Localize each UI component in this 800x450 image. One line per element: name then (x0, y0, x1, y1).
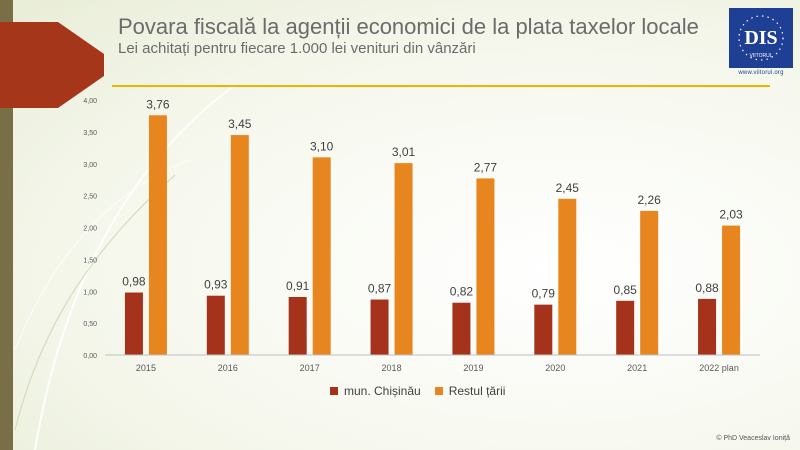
logo-subtext: VIITORUL (750, 53, 773, 59)
x-tick-label: 2015 (136, 363, 156, 373)
legend-label: Restul țării (448, 384, 506, 398)
x-tick-label: 2017 (300, 363, 320, 373)
x-tick-label: 2021 (627, 363, 647, 373)
bar-chisinau (452, 302, 471, 355)
legend-item: mun. Chișinău (330, 384, 421, 398)
bar-restul-tarii (394, 163, 413, 355)
data-label: 0,88 (695, 281, 719, 295)
bar-chisinau (698, 298, 717, 355)
y-tick-label: 2,00 (83, 226, 97, 233)
bar-restul-tarii (558, 198, 577, 355)
data-label: 3,76 (146, 97, 170, 111)
bar-chisinau (124, 292, 143, 355)
legend-label: mun. Chișinău (344, 384, 421, 398)
x-tick-label: 2020 (545, 363, 565, 373)
bar-restul-tarii (312, 157, 331, 355)
left-stripe (0, 0, 13, 450)
legend-swatch (330, 387, 338, 395)
data-label: 2,26 (638, 193, 662, 207)
y-tick-label: 1,00 (83, 289, 97, 296)
legend-swatch (434, 387, 443, 395)
title-arrow-shape (0, 22, 104, 108)
title-underline (112, 85, 770, 87)
bar-restul-tarii (640, 210, 659, 355)
deco-curve (14, 174, 176, 431)
x-tick-label: 2022 plan (699, 363, 739, 373)
data-label: 0,91 (286, 279, 310, 293)
data-label: 2,03 (719, 208, 743, 222)
bar-chisinau (370, 299, 389, 355)
data-label: 3,10 (310, 139, 334, 153)
data-label: 0,98 (122, 275, 146, 289)
x-tick-label: 2019 (463, 363, 483, 373)
data-label: 0,93 (204, 278, 228, 292)
bar-chisinau (534, 304, 553, 355)
bar-chisinau (206, 295, 225, 355)
x-tick-label: 2016 (218, 363, 238, 373)
logo: DIS VIITORUL (729, 8, 793, 68)
data-label: 2,77 (474, 160, 498, 174)
x-tick-label: 2018 (382, 363, 402, 373)
logo-url: www.viitorul.org (738, 70, 784, 76)
data-label: 0,85 (614, 283, 638, 297)
x-axis: 2015 2016 2017 2018 2019 2020 2021 2022 plan (105, 354, 760, 373)
data-label: 3,45 (228, 117, 252, 131)
deco-curve (34, 84, 236, 450)
bar-chisinau (288, 296, 307, 355)
bar-restul-tarii (230, 135, 249, 355)
logo-star-ring (738, 15, 784, 61)
data-label: 0,87 (368, 282, 392, 296)
y-axis: 0,00 0,50 1,00 1,50 2,00 2,50 3,00 3,50 4,00 (83, 98, 97, 360)
y-tick-label: 1,50 (83, 257, 97, 264)
page-subtitle: Lei achitați pentru fiecare 1.000 lei ve… (118, 40, 476, 57)
page-title: Povara fiscală la agenții economici de l… (118, 14, 699, 39)
y-tick-label: 0,00 (83, 353, 97, 360)
credit-text: © PhD Veaceslav Ioniță (716, 435, 790, 442)
logo-text: DIS (744, 27, 777, 49)
bar-restul-tarii (722, 225, 741, 355)
bar-restul-tarii (148, 115, 167, 355)
data-label: 3,01 (392, 145, 416, 159)
y-tick-label: 3,50 (83, 130, 97, 137)
data-label: 0,79 (532, 287, 556, 301)
y-tick-label: 4,00 (83, 98, 97, 105)
legend-item: Restul țării (434, 384, 506, 398)
logo-graphic: DIS VIITORUL (738, 15, 784, 61)
bars: 0,98 3,76 0,93 3,45 0,91 3,10 0,87 3,01 0,82 2,77… (122, 97, 743, 355)
y-tick-label: 3,00 (83, 162, 97, 169)
y-tick-label: 2,50 (83, 194, 97, 201)
legend: mun. Chișinău Restul țării (330, 384, 519, 398)
bar-restul-tarii (476, 178, 495, 355)
y-tick-label: 0,50 (83, 321, 97, 328)
bar-chisinau (616, 300, 635, 355)
data-label: 2,45 (556, 181, 580, 195)
data-label: 0,82 (450, 285, 474, 299)
